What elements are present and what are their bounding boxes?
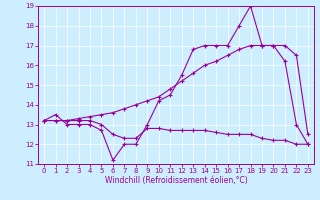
X-axis label: Windchill (Refroidissement éolien,°C): Windchill (Refroidissement éolien,°C) — [105, 176, 247, 185]
